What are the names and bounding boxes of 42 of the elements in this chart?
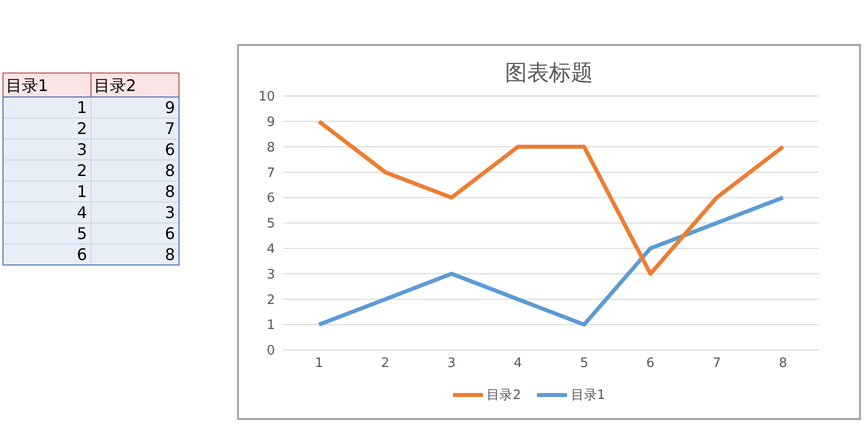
x-tick-label: 2	[381, 356, 390, 372]
y-tick-label: 6	[266, 191, 275, 206]
x-tick-label: 3	[447, 356, 456, 372]
text: 1	[76, 98, 87, 117]
y-tick-label: 9	[266, 115, 275, 130]
line-series	[317, 196, 785, 327]
x-tick-label: 6	[646, 356, 655, 372]
text: 7	[164, 119, 175, 138]
text: 8	[164, 182, 175, 201]
legend-label: 目录1	[570, 387, 606, 404]
y-tick-label: 0	[266, 344, 275, 359]
text: 4	[76, 203, 87, 222]
text: 目录2	[94, 76, 136, 95]
y-tick-label: 3	[266, 267, 275, 282]
y-tick-label: 2	[266, 292, 275, 308]
y-tick-label: 1	[266, 318, 275, 334]
x-tick-label: 4	[514, 356, 522, 372]
text: 8	[164, 161, 175, 180]
text: 6	[164, 224, 175, 243]
x-tick-label: 7	[712, 356, 721, 372]
y-tick-label: 7	[266, 166, 275, 181]
text: 6	[76, 245, 87, 264]
text: 5	[76, 224, 87, 243]
text: 2	[76, 161, 87, 180]
text: 目录1	[6, 76, 48, 95]
text: 2	[76, 119, 87, 138]
x-tick-label: 5	[580, 356, 588, 372]
text: 9	[164, 98, 175, 117]
text: 8	[164, 245, 175, 264]
text: 6	[164, 140, 175, 159]
text: 1	[76, 182, 87, 201]
line-series	[317, 119, 785, 276]
y-tick-label: 10	[258, 90, 275, 105]
text: 3	[76, 140, 87, 159]
text: 3	[164, 203, 175, 222]
legend-label: 目录2	[486, 387, 521, 404]
x-tick-label: 1	[314, 356, 324, 372]
y-tick-label: 5	[266, 216, 275, 232]
chart-title: 图表标题	[504, 60, 594, 88]
x-tick-label: 8	[778, 356, 788, 372]
y-tick-label: 4	[266, 242, 275, 258]
y-tick-label: 8	[266, 140, 275, 156]
